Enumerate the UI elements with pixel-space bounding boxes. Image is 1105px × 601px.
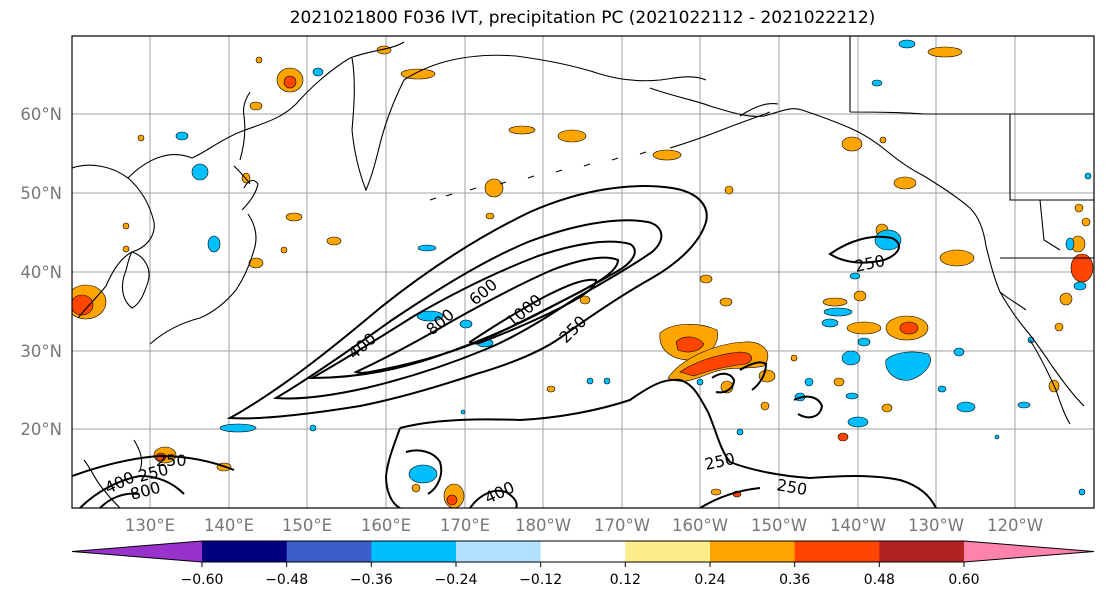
lat-label: 60°N [20,105,62,124]
colorbar-tick-label: −0.24 [435,572,478,588]
colorbar-segment [879,541,965,562]
colorbar-tick-label: −0.48 [265,572,308,588]
colorbar-segment [625,541,711,562]
lon-label: 170°E [440,516,490,535]
colorbar-segment [794,541,880,562]
colorbar-segment [456,541,542,562]
lon-label: 140°W [830,516,886,535]
lon-label: 160°W [672,516,728,535]
lon-label: 130°E [125,516,175,535]
lon-label: 170°W [594,516,650,535]
colorbar-tick-label: 0.24 [694,572,725,588]
lat-label: 20°N [20,420,62,439]
colorbar-segment [540,541,626,562]
longitude-labels: 130°E 140°E 150°E 160°E 170°E 180°W 170°… [125,516,1043,535]
lon-label: 130°W [908,516,964,535]
contour-label: 250 [156,451,187,470]
precip-negative-patches [175,39,1092,496]
lon-label: 140°E [204,516,254,535]
colorbar-tick-label: −0.60 [181,572,224,588]
colorbar-segment [371,541,457,562]
colorbar-tick-label: 0.48 [864,572,895,588]
map-frame [71,35,1095,509]
lat-label: 40°N [20,263,62,282]
colorbar-segment [286,541,372,562]
latitude-labels: 60°N 50°N 40°N 30°N 20°N [20,105,62,439]
coastlines [72,36,1094,508]
colorbar-tick-label: −0.12 [519,572,562,588]
colorbar-tick-label: 0.12 [610,572,641,588]
lon-label: 180°W [515,516,571,535]
colorbar-extend-max [964,541,1094,562]
colorbar-segment [202,541,288,562]
colorbar: −0.60 −0.48 −0.36 −0.24 −0.12 0.12 0.24 0.36 0.4… [71,540,1095,588]
colorbar-tick-label: −0.36 [350,572,393,588]
lon-label: 150°E [282,516,332,535]
colorbar-tick-label: 0.36 [779,572,810,588]
colorbar-extend-min [72,541,202,562]
lon-label: 120°W [987,516,1043,535]
colorbar-tick-label: 0.60 [948,572,979,588]
lat-label: 30°N [20,342,62,361]
lat-label: 50°N [20,184,62,203]
precip-positive-patches [72,45,1094,508]
lon-label: 150°W [751,516,807,535]
ivt-contours [72,185,937,508]
map-title: 2021021800 F036 IVT, precipitation PC (2… [289,8,876,28]
lon-label: 160°E [361,516,411,535]
colorbar-segment [710,541,796,562]
